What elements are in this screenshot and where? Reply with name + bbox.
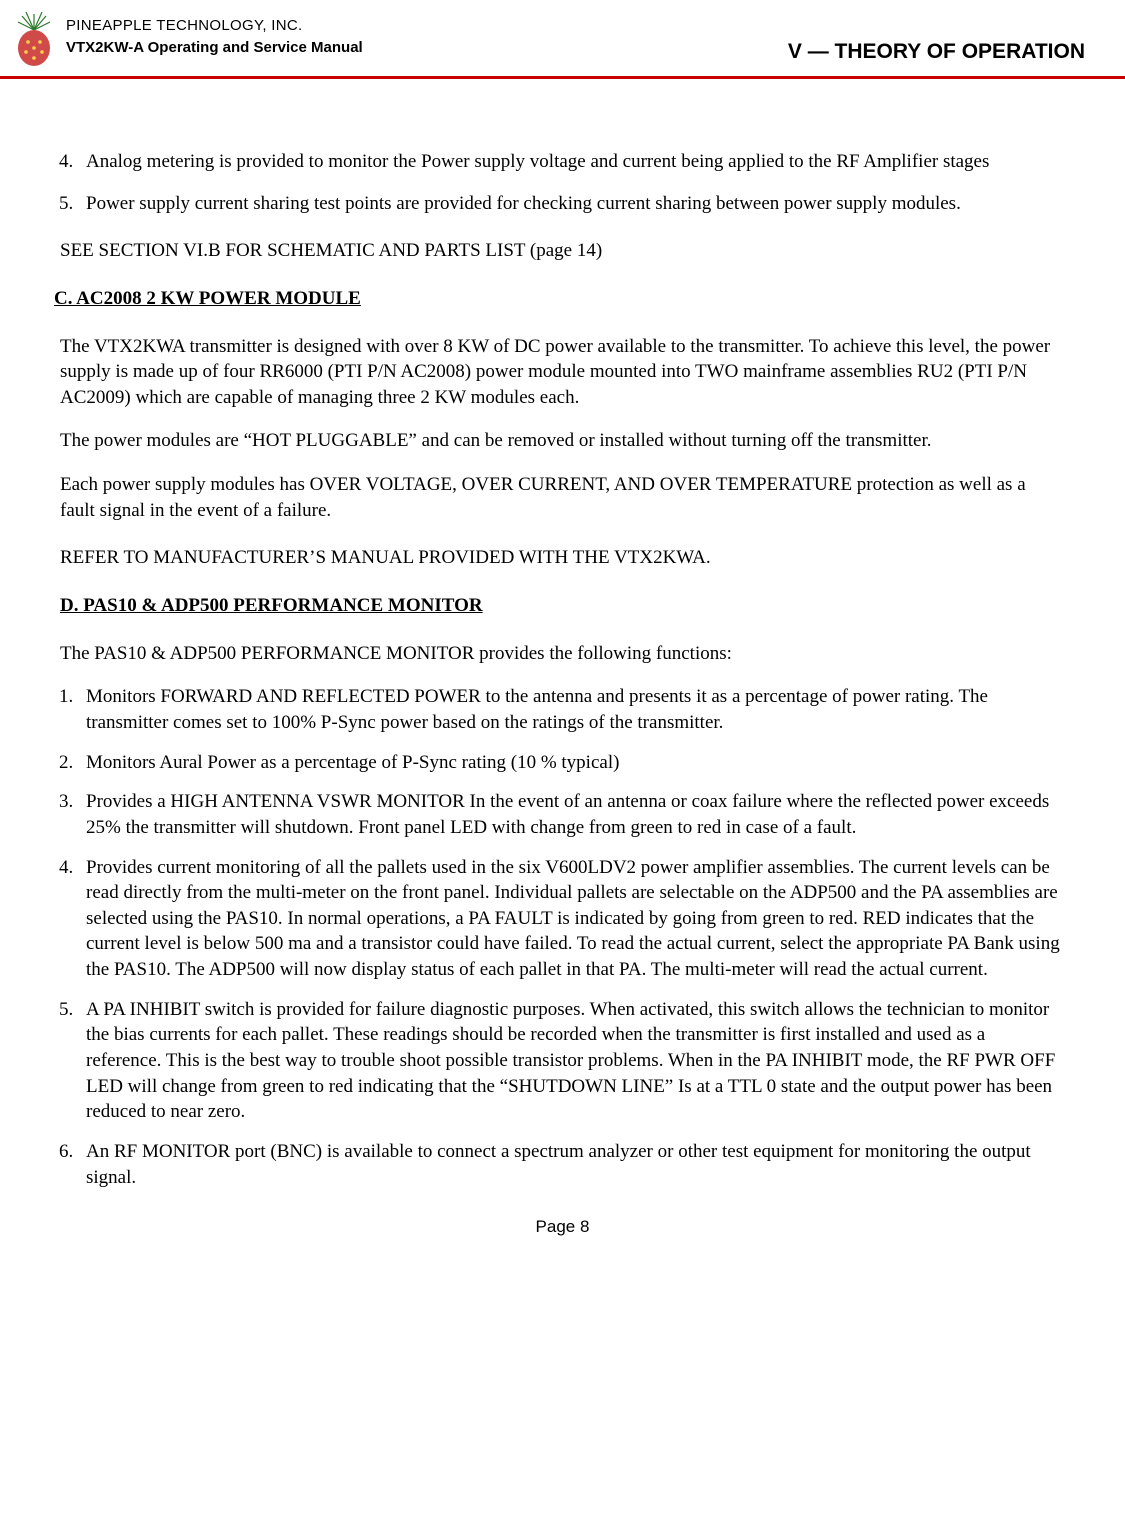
section-d-list: Monitors FORWARD AND REFLECTED POWER to … [60,684,1065,1190]
list-item-text: Monitors Aural Power as a percentage of … [86,752,619,773]
section-c-paragraph: The VTX2KWA transmitter is designed with… [60,334,1065,411]
list-item: Monitors Aural Power as a percentage of … [78,750,1065,776]
header-left: PINEAPPLE TECHNOLOGY, INC. VTX2KW-A Oper… [12,12,363,68]
section-d-heading: D. PAS10 & ADP500 PERFORMANCE MONITOR [60,593,1065,619]
list-item: An RF MONITOR port (BNC) is available to… [78,1139,1065,1190]
section-c-paragraph: The power modules are “HOT PLUGGABLE” an… [60,428,1065,454]
see-section-ref: SEE SECTION VI.B FOR SCHEMATIC AND PARTS… [60,238,1065,264]
page-number: Page 8 [60,1216,1065,1239]
list-item: Power supply current sharing test points… [78,191,1065,217]
list-item: A PA INHIBIT switch is provided for fail… [78,997,1065,1125]
content-body: Analog metering is provided to monitor t… [0,79,1125,1239]
header-title-block: PINEAPPLE TECHNOLOGY, INC. VTX2KW-A Oper… [66,12,363,59]
company-name: PINEAPPLE TECHNOLOGY, INC. [66,16,363,36]
section-c-heading: C. AC2008 2 KW POWER MODULE [54,286,1065,312]
list-item-text: An RF MONITOR port (BNC) is available to… [86,1141,1031,1188]
continued-list: Analog metering is provided to monitor t… [60,149,1065,216]
section-c-paragraph: Each power supply modules has OVER VOLTA… [60,472,1065,523]
list-item-text: Monitors FORWARD AND REFLECTED POWER to … [86,686,988,733]
list-item-text: Provides a HIGH ANTENNA VSWR MONITOR In … [86,791,1049,838]
refer-note: REFER TO MANUFACTURER’S MANUAL PROVIDED … [60,545,1065,571]
list-item-text: Provides current monitoring of all the p… [86,857,1060,981]
list-item-text: A PA INHIBIT switch is provided for fail… [86,999,1055,1123]
list-item: Provides current monitoring of all the p… [78,855,1065,983]
page-header: PINEAPPLE TECHNOLOGY, INC. VTX2KW-A Oper… [0,0,1125,79]
list-item-text: Power supply current sharing test points… [86,193,961,214]
page-container: PINEAPPLE TECHNOLOGY, INC. VTX2KW-A Oper… [0,0,1125,1279]
section-d-intro: The PAS10 & ADP500 PERFORMANCE MONITOR p… [60,641,1065,667]
list-item: Monitors FORWARD AND REFLECTED POWER to … [78,684,1065,735]
pineapple-logo-icon [12,12,56,68]
section-title: V — THEORY OF OPERATION [788,38,1085,68]
list-item: Analog metering is provided to monitor t… [78,149,1065,175]
list-item-text: Analog metering is provided to monitor t… [86,151,989,172]
list-item: Provides a HIGH ANTENNA VSWR MONITOR In … [78,789,1065,840]
manual-title: VTX2KW-A Operating and Service Manual [66,38,363,58]
